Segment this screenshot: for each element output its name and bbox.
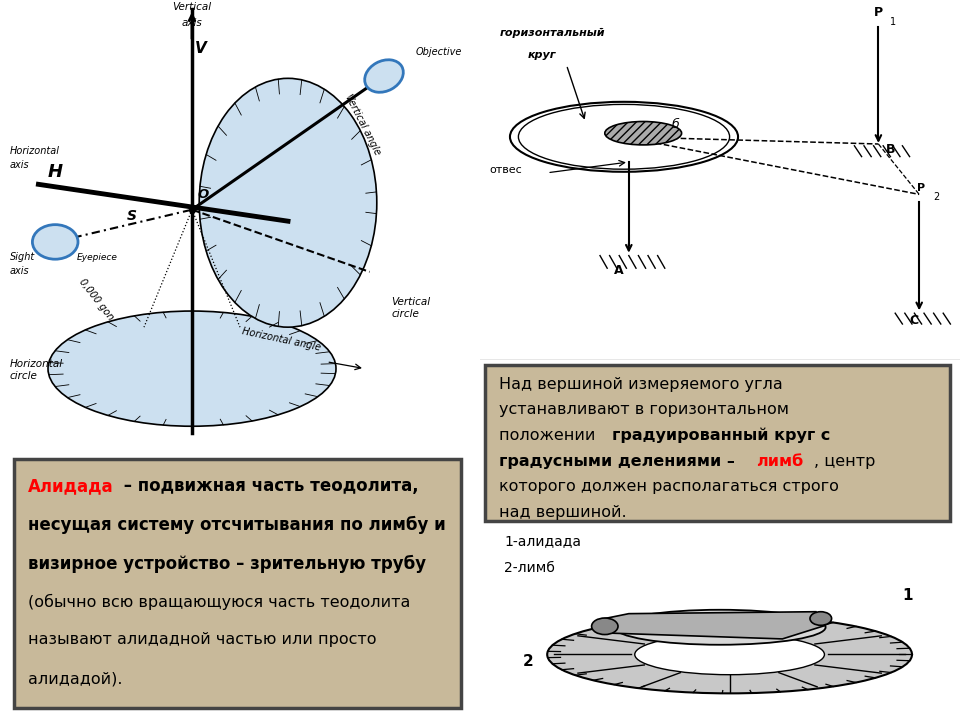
Text: Horizontal
circle: Horizontal circle <box>10 359 62 381</box>
Ellipse shape <box>48 311 336 426</box>
Text: axis: axis <box>10 266 29 276</box>
Text: 1-алидада: 1-алидада <box>504 534 581 548</box>
Text: отвес: отвес <box>490 165 522 175</box>
Ellipse shape <box>635 634 825 675</box>
Text: градусными делениями –: градусными делениями – <box>499 454 741 469</box>
Text: 1: 1 <box>902 588 912 603</box>
Text: Vertical angle: Vertical angle <box>343 92 382 156</box>
Ellipse shape <box>365 60 403 92</box>
Text: 2-лимб: 2-лимб <box>504 561 555 575</box>
Text: S: S <box>127 209 137 222</box>
Text: axis: axis <box>181 19 203 28</box>
Text: B: B <box>885 143 895 156</box>
Polygon shape <box>600 612 826 639</box>
Text: 2: 2 <box>933 192 940 202</box>
Text: визирное устройство – зрительную трубу: визирное устройство – зрительную трубу <box>28 554 426 573</box>
Text: положении: положении <box>499 428 601 443</box>
Text: над вершиной.: над вершиной. <box>499 505 627 520</box>
Text: Objective: Objective <box>415 48 462 58</box>
Text: Vertical: Vertical <box>173 2 211 12</box>
Text: круг: круг <box>528 50 557 60</box>
Text: Sight: Sight <box>10 252 35 262</box>
Ellipse shape <box>605 122 682 145</box>
Text: A: A <box>614 264 624 276</box>
Ellipse shape <box>200 78 376 327</box>
Text: устанавливают в горизонтальном: устанавливают в горизонтальном <box>499 402 789 417</box>
Text: несущая систему отсчитывания по лимбу и: несущая систему отсчитывания по лимбу и <box>28 516 445 534</box>
Text: P: P <box>917 183 924 193</box>
Text: Horizontal: Horizontal <box>10 146 60 156</box>
Text: алидадой).: алидадой). <box>28 671 123 686</box>
Text: Vertical
circle: Vertical circle <box>392 297 430 319</box>
Text: C: C <box>910 314 919 327</box>
Text: б: б <box>672 118 680 131</box>
Text: axis: axis <box>10 160 29 170</box>
Text: V: V <box>194 41 206 56</box>
Ellipse shape <box>614 610 826 645</box>
Text: называют алидадной частью или просто: называют алидадной частью или просто <box>28 632 376 647</box>
Text: Над вершиной измеряемого угла: Над вершиной измеряемого угла <box>499 377 783 392</box>
Text: H: H <box>48 163 62 181</box>
Text: градуированный круг с: градуированный круг с <box>612 428 830 444</box>
Text: Eyepiece: Eyepiece <box>77 253 118 262</box>
Text: (обычно всю вращающуюся часть теодолита: (обычно всю вращающуюся часть теодолита <box>28 593 411 610</box>
FancyBboxPatch shape <box>485 365 950 521</box>
Text: которого должен располагаться строго: которого должен располагаться строго <box>499 480 839 494</box>
Text: 0,000 gon: 0,000 gon <box>77 277 115 323</box>
Ellipse shape <box>591 618 618 634</box>
Text: – подвижная часть теодолита,: – подвижная часть теодолита, <box>118 477 419 495</box>
Ellipse shape <box>810 612 831 625</box>
Ellipse shape <box>547 616 912 693</box>
Text: Horizontal angle: Horizontal angle <box>241 325 321 352</box>
Text: O: O <box>198 188 209 201</box>
Text: 1: 1 <box>891 17 897 27</box>
Text: Алидада: Алидада <box>28 477 113 495</box>
Text: горизонтальный: горизонтальный <box>499 28 605 38</box>
Ellipse shape <box>33 225 78 259</box>
Text: лимб: лимб <box>756 454 804 469</box>
Text: 2: 2 <box>522 654 534 669</box>
FancyBboxPatch shape <box>14 459 461 708</box>
Text: , центр: , центр <box>813 454 875 469</box>
Text: P: P <box>874 6 883 19</box>
